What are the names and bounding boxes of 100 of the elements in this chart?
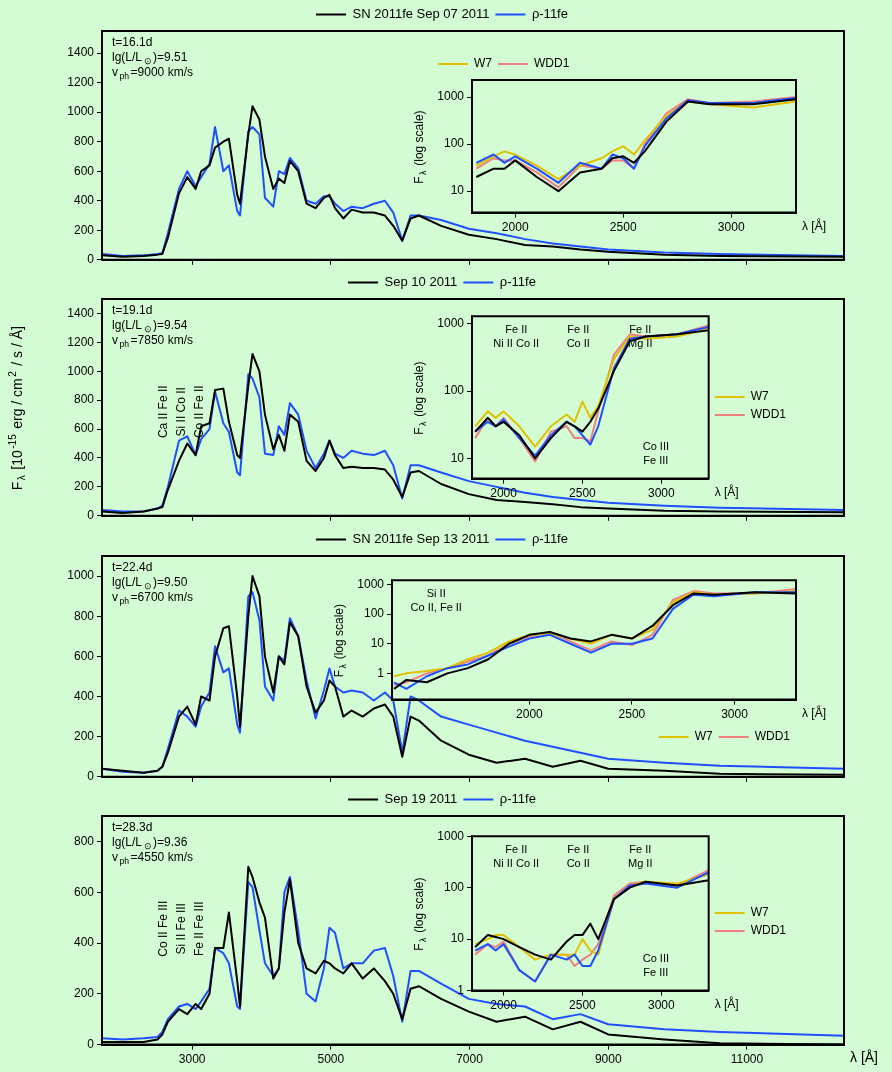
y-tick-label: 0 bbox=[87, 1036, 95, 1051]
y-tick-label: 1200 bbox=[67, 74, 95, 89]
y-tick-label: 1400 bbox=[67, 305, 95, 320]
x-tick-label: 3000 bbox=[647, 486, 675, 501]
legend-label: Sep 10 2011 bbox=[384, 274, 458, 290]
y-tick-label: 1000 bbox=[67, 568, 95, 583]
legend-label: WDD1 bbox=[534, 56, 570, 71]
y-tick-label: 1000 bbox=[437, 828, 465, 843]
annotation: Fe III bbox=[643, 965, 669, 978]
legend-label: ρ-11fe bbox=[531, 6, 568, 22]
y-axis-title: Fλ (log scale) bbox=[412, 361, 428, 435]
x-axis-title: λ [Å] bbox=[802, 217, 827, 233]
y-tick-label: 200 bbox=[73, 728, 95, 743]
y-tick-label: 400 bbox=[73, 193, 95, 208]
legend-label: SN 2011fe Sep 07 2011 bbox=[352, 6, 490, 22]
x-tick-label: 3000 bbox=[721, 707, 749, 722]
y-tick-label: 800 bbox=[73, 608, 95, 623]
annotation: lg(L/L⊙)=9.36 bbox=[112, 835, 188, 851]
y-tick-label: 1000 bbox=[437, 89, 465, 104]
y-tick-label: 10 bbox=[450, 931, 465, 946]
x-tick-label: 11000 bbox=[730, 1052, 764, 1067]
y-tick-label: 1 bbox=[377, 665, 385, 680]
annotation: t=16.1d bbox=[112, 35, 153, 50]
annotation: Fe II bbox=[505, 843, 528, 856]
x-axis-title: λ [Å] bbox=[802, 704, 827, 720]
x-tick-label: 3000 bbox=[647, 998, 675, 1013]
y-tick-label: 0 bbox=[87, 769, 95, 784]
x-tick-label: 7000 bbox=[456, 1052, 484, 1067]
y-tick-label: 100 bbox=[443, 383, 465, 398]
x-tick-label: 2000 bbox=[501, 220, 529, 235]
y-tick-label: 1400 bbox=[67, 45, 95, 60]
x-axis-title: λ [Å] bbox=[850, 1049, 879, 1066]
y-tick-label: 600 bbox=[73, 163, 95, 178]
annotation: lg(L/L⊙)=9.50 bbox=[112, 575, 188, 591]
annotation: lg(L/L⊙)=9.54 bbox=[112, 318, 188, 334]
y-tick-label: 800 bbox=[73, 833, 95, 848]
annotation: Fe II bbox=[505, 323, 528, 336]
annotation: Si II Fe III bbox=[174, 903, 189, 955]
x-axis-title: λ [Å] bbox=[714, 483, 739, 499]
y-axis-title: Fλ (log scale) bbox=[412, 110, 428, 184]
annotation: Co II Fe III bbox=[156, 900, 171, 957]
y-tick-label: 1 bbox=[457, 982, 465, 997]
annotation: t=19.1d bbox=[112, 303, 153, 318]
annotation: Si II Co II bbox=[174, 387, 189, 437]
annotation: Co II bbox=[566, 857, 590, 870]
x-tick-label: 5000 bbox=[317, 1052, 345, 1067]
annotation: t=22.4d bbox=[112, 560, 153, 575]
legend-label: W7 bbox=[474, 56, 493, 71]
annotation: Fe II bbox=[567, 323, 590, 336]
legend-label: W7 bbox=[694, 729, 713, 744]
x-tick-label: 2000 bbox=[490, 486, 518, 501]
annotation: Ni II Co II bbox=[493, 337, 540, 350]
x-axis-title: λ [Å] bbox=[714, 995, 739, 1011]
x-tick-label: 3000 bbox=[178, 1052, 206, 1067]
annotation: Fe III bbox=[643, 453, 669, 466]
y-tick-label: 0 bbox=[87, 508, 95, 523]
y-tick-label: 100 bbox=[443, 879, 465, 894]
legend-label: WDD1 bbox=[750, 407, 787, 422]
y-tick-label: 600 bbox=[73, 421, 95, 436]
annotation: Co III bbox=[642, 951, 669, 964]
y-tick-label: 1000 bbox=[437, 316, 465, 331]
y-tick-label: 1000 bbox=[67, 104, 95, 119]
annotation: Fe II bbox=[629, 323, 652, 336]
y-tick-label: 1000 bbox=[357, 576, 385, 591]
legend-label: SN 2011fe Sep 13 2011 bbox=[352, 531, 490, 547]
annotation: Co II, Fe II bbox=[410, 601, 462, 614]
y-tick-label: 10 bbox=[450, 183, 465, 198]
y-tick-label: 800 bbox=[73, 134, 95, 149]
annotation: Mg II bbox=[628, 857, 653, 870]
y-tick-label: 200 bbox=[73, 986, 95, 1001]
annotation: Si II bbox=[426, 587, 446, 600]
y-tick-label: 10 bbox=[370, 636, 385, 651]
annotation: Co II bbox=[566, 337, 590, 350]
legend-label: WDD1 bbox=[754, 729, 791, 744]
x-tick-label: 2500 bbox=[609, 220, 637, 235]
y-tick-label: 400 bbox=[73, 450, 95, 465]
y-tick-label: 1000 bbox=[67, 363, 95, 378]
annotation: lg(L/L⊙)=9.51 bbox=[112, 50, 188, 66]
legend-label: ρ-11fe bbox=[499, 274, 536, 290]
annotation: Fe II bbox=[629, 843, 652, 856]
legend-label: ρ-11fe bbox=[499, 791, 536, 807]
y-tick-label: 10 bbox=[450, 450, 465, 465]
y-tick-label: 400 bbox=[73, 688, 95, 703]
annotation: Co III bbox=[642, 439, 669, 452]
y-tick-label: 0 bbox=[87, 252, 95, 267]
annotation: Fe II Fe III bbox=[192, 901, 207, 957]
x-tick-label: 2500 bbox=[618, 707, 646, 722]
y-axis-title: Fλ (log scale) bbox=[332, 603, 348, 678]
y-axis-title: Fλ [10-15 erg / cm2 / s / Å] bbox=[6, 326, 27, 491]
x-tick-label: 3000 bbox=[717, 220, 745, 235]
legend-label: ρ-11fe bbox=[531, 531, 568, 547]
legend-label: W7 bbox=[750, 905, 769, 920]
y-tick-label: 600 bbox=[73, 884, 95, 899]
legend-label: WDD1 bbox=[750, 923, 787, 938]
y-tick-label: 800 bbox=[73, 392, 95, 407]
y-tick-label: 200 bbox=[73, 222, 95, 237]
y-tick-label: 600 bbox=[73, 648, 95, 663]
legend-label: Sep 19 2011 bbox=[384, 791, 458, 807]
x-tick-label: 2500 bbox=[569, 486, 597, 501]
y-tick-label: 100 bbox=[363, 606, 385, 621]
